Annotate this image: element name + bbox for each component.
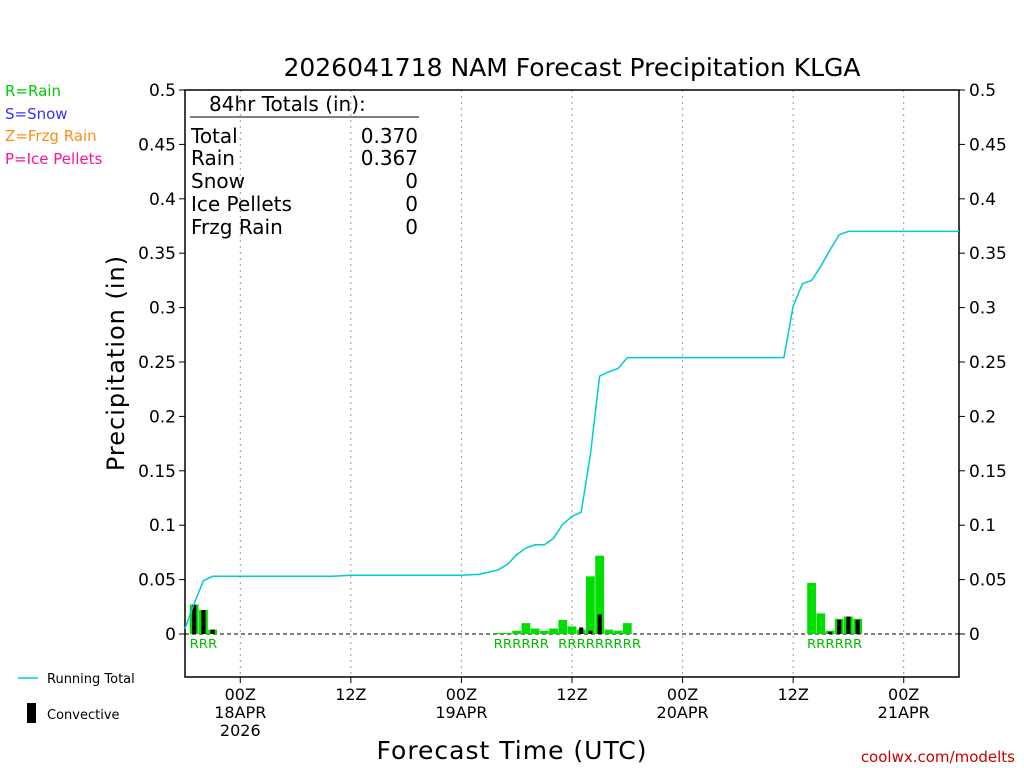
precip-bar <box>549 628 558 634</box>
legend-rain: R=Rain <box>5 82 61 100</box>
y-tick-label-right: 0 <box>969 625 980 645</box>
convective-bar <box>192 604 197 634</box>
y-tick-label-left: 0 <box>165 625 176 645</box>
y-tick-label-right: 0.4 <box>969 190 996 210</box>
y-tick-label-right: 0.35 <box>969 244 1007 264</box>
convective-bar <box>597 614 602 634</box>
legend-convective-swatch <box>27 703 36 723</box>
precip-type-label: RRRRRR <box>807 637 862 651</box>
y-tick-label-right: 0.15 <box>969 462 1007 482</box>
y-tick-label-left: 0.45 <box>138 135 176 155</box>
y-tick-label-left: 0.05 <box>138 571 176 591</box>
convective-bar <box>579 627 584 634</box>
precip-bar <box>530 628 540 634</box>
precip-bar <box>521 623 531 634</box>
precip-type-label: RRRRRRRRR <box>558 637 641 651</box>
precip-type-labels: RRR RRRRRR RRRRRRRRR RRRRRR <box>190 637 863 651</box>
x-tick-label: 00Z <box>446 685 477 704</box>
legend-running-total: Running Total <box>47 672 135 687</box>
y-axis-label: Precipitation (in) <box>102 255 130 471</box>
y-tick-label-left: 0.2 <box>149 407 176 427</box>
precip-bar <box>622 623 632 634</box>
y-tick-label-left: 0.4 <box>149 190 176 210</box>
totals-value-total: 0.370 <box>361 124 418 148</box>
convective-bar <box>837 619 842 634</box>
totals-label-rain: Rain <box>191 146 235 170</box>
x-tick-label: 20APR <box>657 703 709 722</box>
y-axis-left: 0 0.05 0.1 0.15 0.2 0.25 0.3 0.35 0.4 0.45 0.5 <box>138 81 185 645</box>
precip-bar <box>586 576 595 634</box>
convective-bar <box>588 630 593 634</box>
y-tick-label-right: 0.25 <box>969 353 1007 373</box>
running-total-line <box>184 230 959 629</box>
x-tick-label: 00Z <box>667 685 698 704</box>
totals-box: 84hr Totals (in): Total 0.370 Rain 0.367… <box>190 92 419 239</box>
convective-bar <box>210 629 215 634</box>
credit-text: coolwx.com/modelts <box>861 748 1015 766</box>
totals-heading: 84hr Totals (in): <box>209 92 366 116</box>
totals-label-frzg-rain: Frzg Rain <box>191 215 283 239</box>
y-tick-label-left: 0.15 <box>138 462 176 482</box>
precip-type-label: RRRRRR <box>494 637 549 651</box>
y-tick-label-right: 0.2 <box>969 407 996 427</box>
x-tick-label: 19APR <box>435 703 487 722</box>
y-tick-label-right: 0.1 <box>969 516 996 536</box>
precip-bar <box>816 613 826 634</box>
precip-bar <box>558 619 568 634</box>
y-tick-label-right: 0.45 <box>969 135 1007 155</box>
convective-bar <box>827 631 833 634</box>
y-tick-label-right: 0.5 <box>969 81 996 101</box>
y-tick-label-left: 0.35 <box>138 244 176 264</box>
convective-bar <box>855 619 860 634</box>
totals-value-frzg-rain: 0 <box>405 215 418 239</box>
totals-value-ice-pellets: 0 <box>405 192 418 216</box>
x-tick-label: 12Z <box>556 685 587 704</box>
totals-label-ice-pellets: Ice Pellets <box>191 192 292 216</box>
precip-bar <box>503 632 512 634</box>
x-tick-label: 00Z <box>225 685 256 704</box>
convective-bar <box>201 610 206 634</box>
precip-bar <box>567 626 577 634</box>
x-tick-label: 00Z <box>888 685 919 704</box>
x-tick-label: 21APR <box>878 703 930 722</box>
convective-bars <box>192 604 860 634</box>
precip-bar <box>539 630 549 634</box>
y-tick-label-right: 0.3 <box>969 299 996 319</box>
y-tick-label-left: 0.5 <box>149 81 176 101</box>
precip-bar <box>512 630 522 634</box>
precip-bar <box>595 555 605 634</box>
x-tick-label: 12Z <box>777 685 808 704</box>
vertical-grid-lines <box>239 90 905 677</box>
precip-bar <box>807 582 816 634</box>
x-tick-label: 12Z <box>335 685 366 704</box>
precip-bar <box>604 629 614 634</box>
totals-value-snow: 0 <box>405 169 418 193</box>
y-tick-label-left: 0.1 <box>149 516 176 536</box>
chart-title: 2026041718 NAM Forecast Precipitation KL… <box>283 53 860 82</box>
precip-type-legend: R=Rain S=Snow Z=Frzg Rain P=Ice Pellets <box>5 82 102 168</box>
legend-ice-pellets: P=Ice Pellets <box>5 150 102 168</box>
totals-label-snow: Snow <box>191 169 245 193</box>
y-tick-label-left: 0.3 <box>149 299 176 319</box>
series-legend: Running Total Convective <box>18 672 135 723</box>
precip-type-label: RRR <box>190 637 218 651</box>
x-axis-label: Forecast Time (UTC) <box>377 736 648 765</box>
legend-snow: S=Snow <box>5 105 68 123</box>
y-axis-right: 0 0.05 0.1 0.15 0.2 0.25 0.3 0.35 0.4 0.45 0.5 <box>959 81 1007 645</box>
y-tick-label-left: 0.25 <box>138 353 176 373</box>
totals-label-total: Total <box>190 124 238 148</box>
precip-bar <box>493 632 503 634</box>
x-tick-label: 2026 <box>220 721 261 740</box>
x-tick-label: 18APR <box>214 703 266 722</box>
convective-bar <box>846 616 851 634</box>
legend-convective: Convective <box>47 708 120 723</box>
precip-bar <box>613 630 623 634</box>
legend-frzg-rain: Z=Frzg Rain <box>5 127 97 145</box>
y-tick-label-right: 0.05 <box>969 571 1007 591</box>
totals-value-rain: 0.367 <box>361 146 418 170</box>
